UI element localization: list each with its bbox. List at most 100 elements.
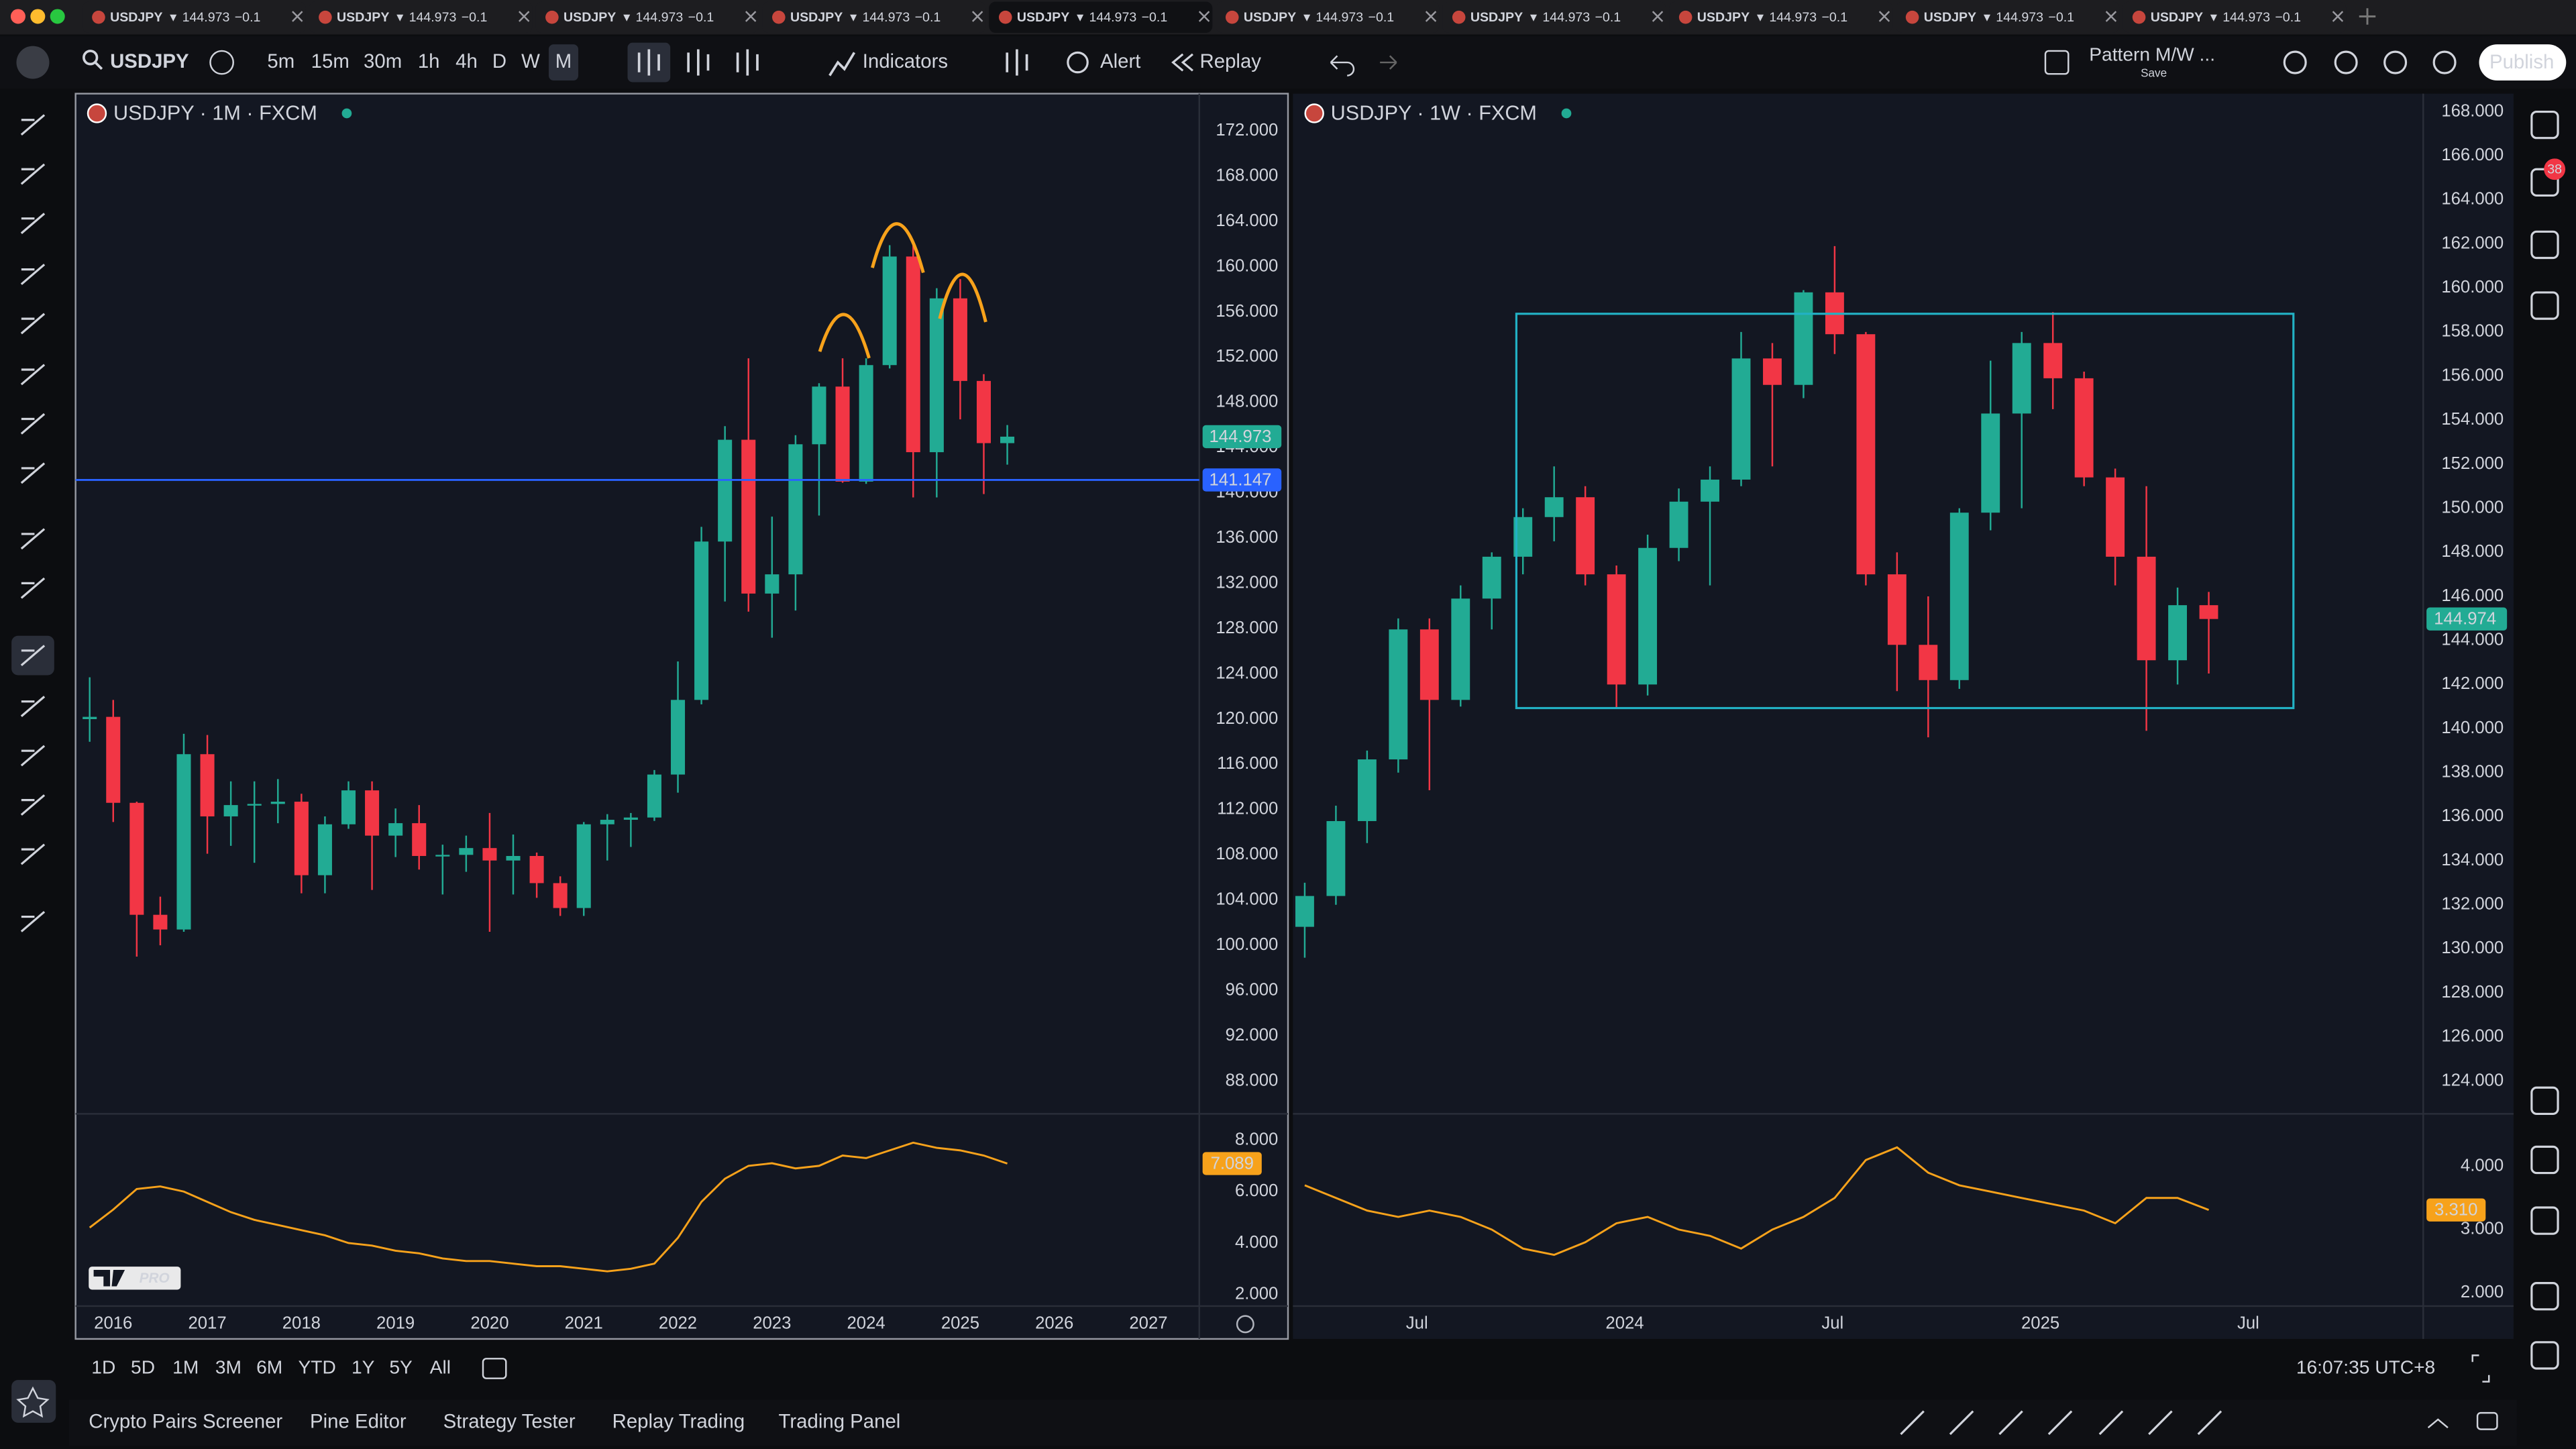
range-button[interactable]: All <box>430 1356 451 1377</box>
drawing-tool[interactable] <box>20 528 46 550</box>
interval[interactable]: 5m <box>267 50 294 72</box>
side-widget[interactable] <box>2530 230 2559 260</box>
publish-bg[interactable] <box>2479 44 2567 80</box>
undo-icon[interactable] <box>1330 55 1355 76</box>
alert-button[interactable]: Alert <box>1100 50 1140 72</box>
bottom-tab[interactable]: Replay Trading <box>612 1411 745 1433</box>
indicators-button[interactable]: Indicators <box>863 50 948 72</box>
drawing-tool[interactable] <box>20 364 46 386</box>
tab-change: −0.1 <box>688 10 714 25</box>
avatar[interactable] <box>16 46 50 79</box>
x-tick-label: 2024 <box>1605 1314 1644 1333</box>
range-button[interactable]: 3M <box>215 1356 241 1377</box>
drawing-tool[interactable] <box>20 577 46 599</box>
range-button[interactable]: 1Y <box>352 1356 375 1377</box>
interval[interactable]: D <box>492 50 506 72</box>
tab[interactable] <box>82 1 306 33</box>
interval[interactable]: W <box>521 50 540 72</box>
tab[interactable] <box>309 1 533 33</box>
drawing-tool[interactable] <box>20 794 46 816</box>
drawing-tool[interactable] <box>20 264 46 285</box>
drawing-tool[interactable] <box>20 745 46 767</box>
toolbar-icon[interactable] <box>687 49 710 76</box>
fullscreen-icon[interactable] <box>2471 1354 2490 1383</box>
bottom-tool[interactable] <box>1900 1410 1925 1436</box>
range-button[interactable]: 1M <box>172 1356 199 1377</box>
bottom-tool[interactable] <box>1949 1410 1974 1436</box>
drawing-tool[interactable] <box>20 163 46 185</box>
date-range-icon[interactable] <box>482 1358 507 1379</box>
tab[interactable] <box>989 1 1213 33</box>
maximize-icon[interactable] <box>2476 1411 2498 1430</box>
tab[interactable] <box>1216 1 1440 33</box>
interval[interactable]: 15m <box>311 50 350 72</box>
toolbar-icon[interactable] <box>2432 50 2457 74</box>
bottom-tool[interactable] <box>1998 1410 2023 1436</box>
new-tab[interactable] <box>2359 8 2376 25</box>
toolbar-icon[interactable] <box>2283 50 2307 74</box>
chart-title[interactable]: USDJPY · 1W · FXCM <box>1331 101 1537 124</box>
range-button[interactable]: 6M <box>256 1356 282 1377</box>
toolbar-icon[interactable] <box>2334 50 2358 74</box>
interval[interactable]: 4h <box>455 50 478 72</box>
drawing-tool[interactable] <box>20 114 46 136</box>
range-button[interactable]: YTD <box>298 1356 335 1377</box>
window-zoom[interactable] <box>50 9 65 24</box>
interval[interactable]: 1h <box>418 50 440 72</box>
bottom-tool[interactable] <box>2098 1410 2124 1436</box>
interval[interactable]: 30m <box>364 50 402 72</box>
bottom-tab[interactable]: Pine Editor <box>310 1411 407 1433</box>
indicator-line <box>1304 1146 2210 1256</box>
drawing-tool[interactable] <box>20 696 46 717</box>
range-button[interactable]: 5Y <box>389 1356 413 1377</box>
tab[interactable] <box>1896 1 2120 33</box>
side-widget[interactable] <box>2530 1145 2559 1175</box>
layout-name[interactable]: Pattern M/W ... <box>2089 44 2215 65</box>
side-widget[interactable] <box>2530 1206 2559 1235</box>
replay-button[interactable]: Replay <box>1200 50 1262 72</box>
bottom-tab[interactable]: Trading Panel <box>779 1411 901 1433</box>
tab[interactable] <box>535 1 759 33</box>
drawing-tool[interactable] <box>20 213 46 234</box>
window-minimize[interactable] <box>30 9 46 24</box>
bottom-tab[interactable]: Strategy Tester <box>443 1411 576 1433</box>
side-widget[interactable] <box>2530 110 2559 140</box>
side-widget[interactable] <box>2530 1341 2559 1370</box>
side-widget[interactable] <box>2530 291 2559 320</box>
tab[interactable] <box>762 1 986 33</box>
chart-title[interactable]: USDJPY · 1M · FXCM <box>113 101 317 124</box>
watchlist-star-bg[interactable] <box>11 1380 56 1423</box>
toolbar-icon[interactable] <box>1006 49 1028 76</box>
drawing-tool[interactable] <box>20 645 46 667</box>
range-button[interactable]: 5D <box>131 1356 155 1377</box>
bottom-tool[interactable] <box>2148 1410 2173 1436</box>
interval[interactable]: M <box>555 50 572 72</box>
tab[interactable] <box>1442 1 1666 33</box>
drawing-tool[interactable] <box>20 462 46 484</box>
toolbar-icon[interactable] <box>637 49 660 76</box>
window-close[interactable] <box>10 9 25 24</box>
drawing-tool[interactable] <box>20 910 46 932</box>
add-symbol[interactable] <box>209 50 234 75</box>
bottom-tool[interactable] <box>2047 1410 2073 1436</box>
save-label[interactable]: Save <box>2141 66 2167 80</box>
publish-button[interactable]: Publish <box>2489 51 2554 73</box>
side-widget[interactable] <box>2530 1282 2559 1311</box>
axis-settings[interactable] <box>1236 1315 1254 1334</box>
toolbar-symbol[interactable]: USDJPY <box>110 50 189 72</box>
tab[interactable] <box>1669 1 1893 33</box>
side-widget[interactable] <box>2530 1086 2559 1115</box>
bottom-tool[interactable] <box>2197 1410 2222 1436</box>
bottom-tab[interactable]: Crypto Pairs Screener <box>89 1411 282 1433</box>
drawing-tool[interactable] <box>20 843 46 865</box>
tab[interactable] <box>2123 1 2347 33</box>
toolbar-icon[interactable] <box>2383 50 2408 74</box>
collapse-icon[interactable] <box>2427 1418 2449 1429</box>
range-button[interactable]: 1D <box>91 1356 115 1377</box>
layout-icon[interactable] <box>2044 50 2070 75</box>
toolbar-icon[interactable] <box>736 49 759 76</box>
redo-icon[interactable] <box>1380 55 1397 70</box>
drawing-tool[interactable] <box>20 413 46 435</box>
drawing-tool[interactable] <box>20 313 46 335</box>
candle-body <box>365 790 380 836</box>
